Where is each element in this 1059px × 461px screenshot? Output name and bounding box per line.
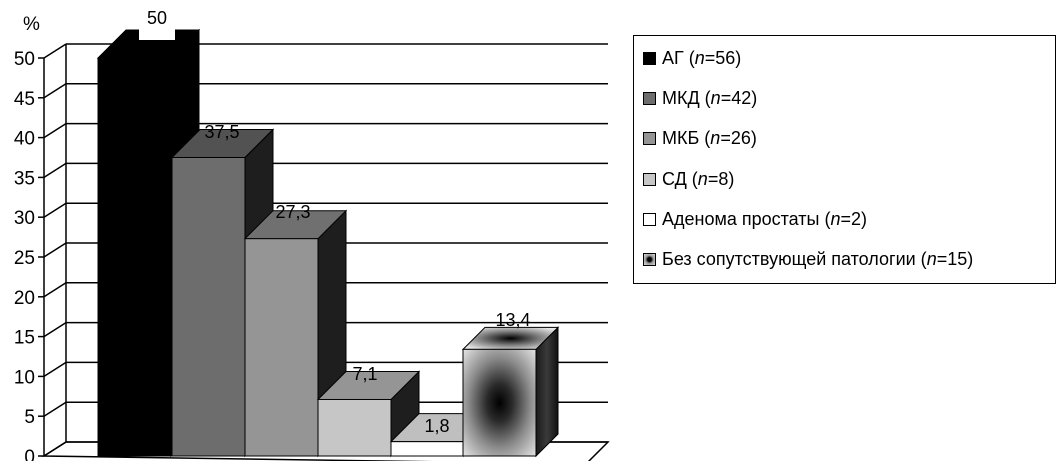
legend-swatch <box>643 131 656 145</box>
y-tick-label: 50 <box>14 49 35 70</box>
bar <box>97 57 172 457</box>
legend-label: Аденома простаты ( <box>662 208 831 229</box>
legend-label: СД ( <box>662 168 698 189</box>
legend-n-symbol: n <box>830 208 841 229</box>
bar <box>390 441 465 457</box>
legend-swatch <box>643 51 656 65</box>
legend: АГ (n =56) МКД (n =42) МКБ (n =26) СД (n =8) Аде… <box>633 35 1056 284</box>
data-label-bg <box>139 6 175 40</box>
legend-swatch <box>643 91 656 105</box>
y-tick-label: 30 <box>14 208 35 229</box>
legend-n-symbol: n <box>926 248 937 269</box>
legend-label: МКБ ( <box>662 127 711 148</box>
y-tick-label: 45 <box>14 89 35 110</box>
legend-label: МКД ( <box>662 87 711 108</box>
gridline-diagonal <box>43 122 67 139</box>
y-axis-label: % <box>23 14 40 35</box>
y-tick-label: 35 <box>14 168 35 189</box>
chart-plot: 0 5 10 15 20 25 30 35 40 45 50% 50 37,5 27,3 7,1 1,8 13,… <box>14 6 610 461</box>
legend-n-value: =26) <box>720 127 757 148</box>
legend-n-value: =15) <box>936 248 974 269</box>
legend-n-symbol: n <box>694 47 705 68</box>
legend-n-value: =2) <box>840 208 868 229</box>
legend-n-symbol: n <box>710 87 721 108</box>
y-tick-label: 20 <box>14 288 35 309</box>
data-label: 37,5 <box>204 122 239 142</box>
gridline-diagonal <box>43 321 67 338</box>
legend-label: АГ ( <box>662 47 695 68</box>
legend-label: Без сопутствующей патологии ( <box>662 248 927 269</box>
legend-item: МКД (n =42) <box>643 86 757 110</box>
gridline-diagonal <box>43 83 67 99</box>
y-tick-label: 5 <box>24 407 35 428</box>
data-label: 50 <box>147 8 167 28</box>
gridline-diagonal <box>43 43 67 59</box>
legend-n-value: =42) <box>720 87 758 108</box>
gridline-diagonal <box>43 441 67 457</box>
bar <box>171 157 246 457</box>
data-label: 7,1 <box>352 364 377 384</box>
legend-swatch <box>643 172 656 186</box>
gridline-diagonal <box>43 202 67 218</box>
legend-item: СД (n =8) <box>643 167 734 191</box>
y-tick-label: 0 <box>24 447 35 461</box>
bar <box>317 398 392 457</box>
bar <box>462 348 537 457</box>
bar <box>244 238 319 457</box>
legend-n-value: =8) <box>707 168 735 189</box>
legend-item: МКБ (n =26) <box>643 126 757 150</box>
legend-item: АГ (n =56) <box>643 46 741 70</box>
gridline-diagonal <box>43 401 67 417</box>
y-tick-label: 25 <box>14 248 35 269</box>
data-label: 27,3 <box>275 202 310 222</box>
gridline-diagonal <box>43 361 67 378</box>
legend-swatch <box>643 212 656 226</box>
gridline-diagonal <box>43 282 67 298</box>
data-label: 1,8 <box>424 416 449 436</box>
legend-n-value: =56) <box>704 47 742 68</box>
legend-item: Аденома простаты (n =2) <box>643 207 867 231</box>
legend-n-symbol: n <box>697 168 708 189</box>
y-tick-label: 40 <box>14 129 35 150</box>
legend-swatch <box>643 252 656 266</box>
y-tick-label: 10 <box>14 367 35 388</box>
gridline-diagonal <box>43 242 67 258</box>
gridline-diagonal <box>43 162 67 179</box>
legend-item: Без сопутствующей патологии (n =15) <box>643 247 973 271</box>
y-tick-label: 15 <box>14 328 35 349</box>
legend-n-symbol: n <box>710 127 721 148</box>
data-label: 13,4 <box>495 310 530 330</box>
